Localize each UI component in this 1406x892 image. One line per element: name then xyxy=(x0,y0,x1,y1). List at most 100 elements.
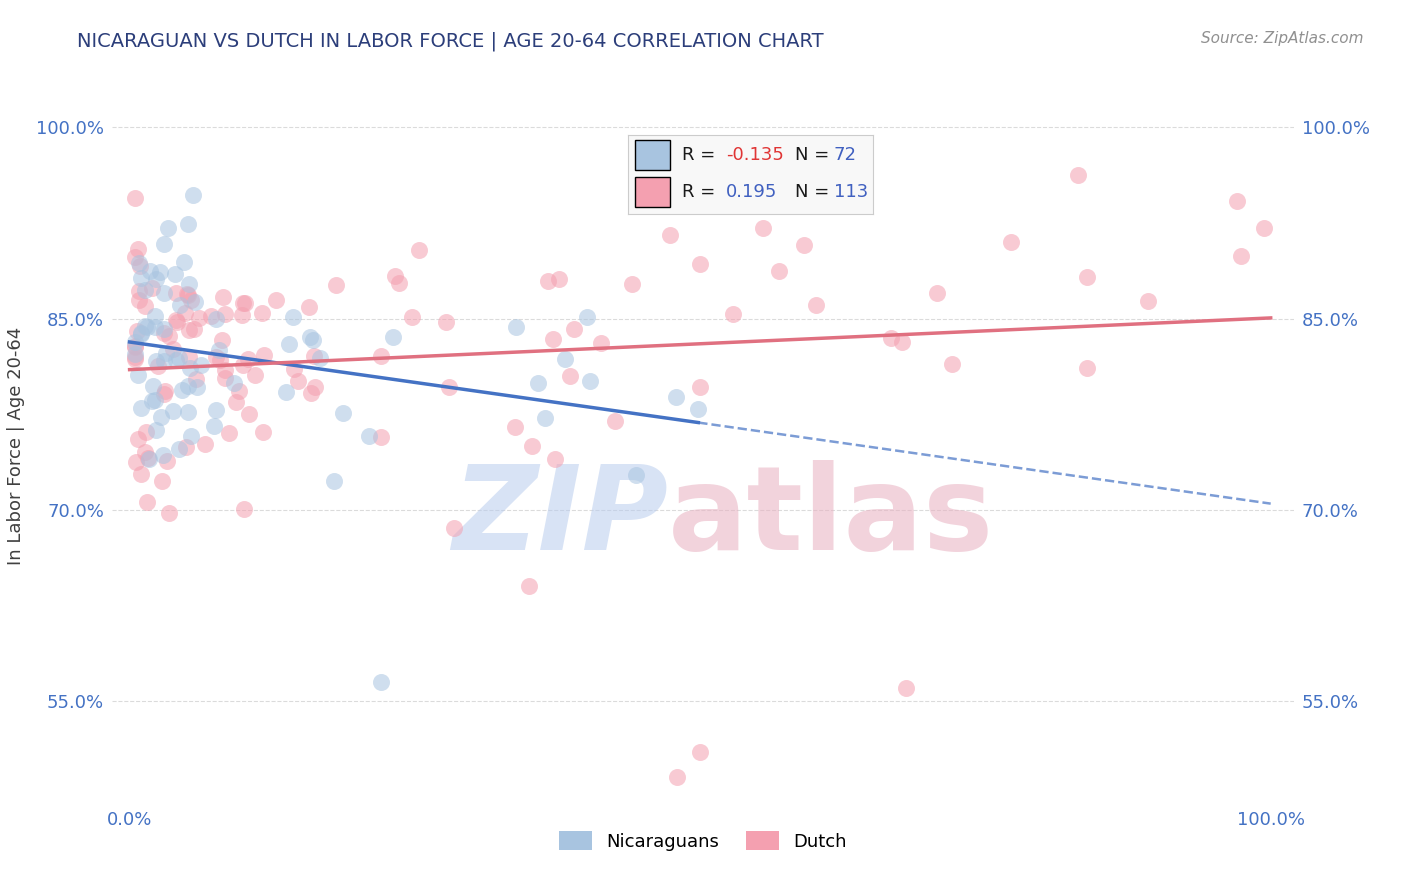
Point xyxy=(689,745,711,759)
Point xyxy=(134,319,156,334)
Point xyxy=(183,321,205,335)
Text: N =: N = xyxy=(794,183,835,202)
Point xyxy=(554,352,576,367)
Point xyxy=(131,326,153,341)
Point xyxy=(208,343,231,357)
Point xyxy=(558,369,581,384)
Point xyxy=(768,264,790,278)
Point xyxy=(325,278,347,293)
Point xyxy=(232,296,254,310)
Point xyxy=(138,451,160,466)
Point xyxy=(124,340,146,354)
Point xyxy=(190,358,212,372)
Point xyxy=(205,350,228,364)
Point xyxy=(357,429,380,443)
Point xyxy=(298,330,321,344)
Point xyxy=(804,298,827,312)
Point xyxy=(179,361,201,376)
Point xyxy=(522,439,544,453)
Point xyxy=(155,346,177,360)
Point xyxy=(148,265,170,279)
Point xyxy=(162,342,184,356)
Point xyxy=(232,501,254,516)
Point xyxy=(124,347,146,361)
Point xyxy=(1230,249,1253,263)
Point xyxy=(233,296,256,310)
Point xyxy=(658,227,681,242)
Point xyxy=(156,220,179,235)
Point xyxy=(443,521,465,535)
Point xyxy=(287,374,309,388)
Point xyxy=(370,674,392,689)
Point xyxy=(1076,360,1098,375)
Point xyxy=(1067,168,1090,182)
Point xyxy=(153,386,176,401)
Text: -0.135: -0.135 xyxy=(725,146,785,164)
Point xyxy=(166,315,188,329)
Point xyxy=(370,349,392,363)
Point xyxy=(370,430,392,444)
Point xyxy=(591,336,613,351)
Point xyxy=(180,293,202,307)
Point xyxy=(186,380,208,394)
Point xyxy=(124,352,146,367)
Point xyxy=(232,358,254,372)
Point xyxy=(298,300,321,314)
Point xyxy=(142,378,165,392)
Point xyxy=(177,288,200,302)
Point xyxy=(145,354,167,368)
Point xyxy=(141,393,163,408)
Point xyxy=(1076,269,1098,284)
Point xyxy=(209,353,232,368)
Point xyxy=(205,403,228,417)
Point xyxy=(562,322,585,336)
Point xyxy=(238,407,260,421)
Point xyxy=(517,579,540,593)
FancyBboxPatch shape xyxy=(636,178,669,207)
Point xyxy=(145,423,167,437)
Point xyxy=(231,308,253,322)
Point xyxy=(688,402,710,417)
Text: Source: ZipAtlas.com: Source: ZipAtlas.com xyxy=(1201,31,1364,46)
Point xyxy=(152,449,174,463)
Point xyxy=(128,259,150,273)
Point xyxy=(124,191,146,205)
Point xyxy=(134,283,156,297)
Point xyxy=(211,333,233,347)
Point xyxy=(388,276,411,290)
Point xyxy=(165,312,187,326)
Point xyxy=(146,359,169,373)
Point xyxy=(541,333,564,347)
Point xyxy=(304,380,326,394)
Point xyxy=(165,352,187,367)
Text: 72: 72 xyxy=(834,146,856,164)
Point xyxy=(880,331,903,345)
Point xyxy=(505,319,527,334)
Point xyxy=(153,326,176,340)
Point xyxy=(141,281,163,295)
Point xyxy=(194,437,217,451)
Point xyxy=(128,293,150,307)
Text: R =: R = xyxy=(682,146,721,164)
Point xyxy=(165,267,187,281)
Point xyxy=(177,378,200,392)
Point xyxy=(214,308,236,322)
Text: NICARAGUAN VS DUTCH IN LABOR FORCE | AGE 20-64 CORRELATION CHART: NICARAGUAN VS DUTCH IN LABOR FORCE | AGE… xyxy=(77,31,824,51)
Point xyxy=(408,244,430,258)
Point xyxy=(299,385,322,400)
Point xyxy=(526,376,548,390)
Text: N =: N = xyxy=(794,146,835,164)
Text: 113: 113 xyxy=(834,183,868,202)
Point xyxy=(177,217,200,231)
Point xyxy=(128,256,150,270)
Point xyxy=(200,309,222,323)
Point xyxy=(167,351,190,365)
Point xyxy=(894,681,917,695)
Point xyxy=(157,329,180,343)
Point xyxy=(281,310,304,325)
Point xyxy=(222,376,245,390)
Point xyxy=(136,450,159,465)
Point xyxy=(124,455,146,469)
Point xyxy=(165,285,187,300)
Point xyxy=(384,269,406,284)
